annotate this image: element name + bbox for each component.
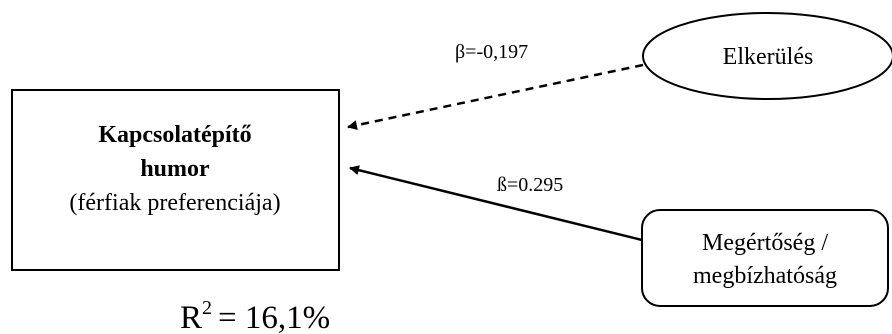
predictor-box-megertoseg — [641, 209, 889, 307]
r-squared-label: R2 = 16,1% — [180, 297, 330, 334]
path-arrow-dashed — [347, 63, 644, 131]
target-title-line2: humor — [140, 156, 210, 182]
path-arrow-solid — [349, 165, 643, 242]
predictor-label-megertoseg-line2: megbízhatóság — [693, 263, 837, 289]
target-box — [11, 89, 340, 271]
predictor-ellipse-elkerules — [642, 12, 892, 100]
r-squared-value: = 16,1% — [218, 300, 330, 334]
r-squared-base: R — [180, 300, 202, 334]
target-title-line1: Kapcsolatépítő — [98, 122, 251, 148]
path-label-megertoseg: ß=0.295 — [497, 174, 563, 196]
predictor-label-elkerules: Elkerülés — [723, 44, 814, 70]
r-squared-exponent: 2 — [202, 297, 212, 319]
path-label-elkerules: β=-0,197 — [455, 41, 528, 63]
predictor-label-megertoseg-line1: Megértőség / — [702, 230, 828, 256]
target-subtitle: (férfiak preferenciája) — [69, 190, 280, 216]
